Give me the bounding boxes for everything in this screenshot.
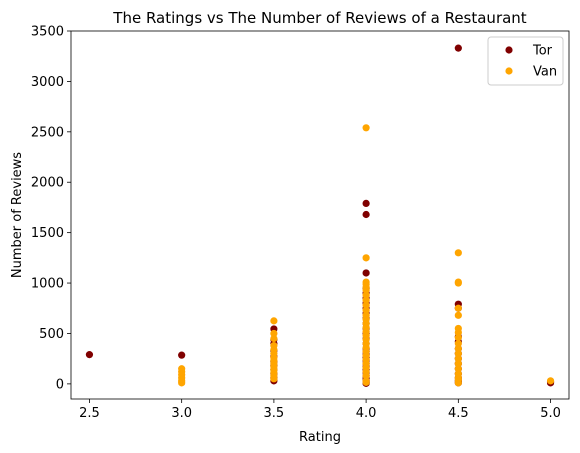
x-tick-label: 2.5 <box>79 406 100 421</box>
data-point-tor <box>178 351 186 359</box>
legend-label-tor: Tor <box>532 44 553 59</box>
y-tick-label: 1000 <box>31 277 64 292</box>
data-point-van <box>454 333 462 342</box>
data-point-van <box>454 311 462 319</box>
data-point-van <box>454 249 462 257</box>
data-point-van <box>362 306 370 314</box>
data-point-van <box>454 344 462 353</box>
data-point-van <box>454 328 462 337</box>
data-points <box>85 44 555 387</box>
data-point-van <box>454 279 462 287</box>
data-point-van <box>270 375 278 383</box>
x-axis-ticks: 2.5 3.0 3.5 4.0 4.5 5.0 <box>79 399 561 421</box>
data-point-tor <box>85 351 94 359</box>
y-tick-label: 3000 <box>31 75 64 90</box>
y-axis-label: Number of Reviews <box>10 152 25 278</box>
data-point-van <box>270 334 278 343</box>
data-point-tor <box>454 44 462 52</box>
chart-title: The Ratings vs The Number of Reviews of … <box>112 9 527 27</box>
data-point-van <box>362 254 370 262</box>
y-tick-label: 0 <box>56 377 64 392</box>
y-tick-label: 2000 <box>31 176 64 191</box>
legend-marker-tor <box>505 46 513 54</box>
data-point-van <box>454 374 462 382</box>
data-point-van <box>546 377 555 385</box>
x-axis-label: Rating <box>299 430 341 445</box>
series-van <box>178 124 555 387</box>
data-point-van <box>362 124 370 132</box>
x-tick-label: 4.0 <box>356 406 377 421</box>
data-point-van <box>454 379 462 387</box>
data-point-van <box>362 296 370 304</box>
plot-area <box>70 30 570 400</box>
legend-label-van: Van <box>533 65 557 80</box>
legend: Tor Van <box>487 36 564 86</box>
y-tick-label: 3500 <box>31 25 64 40</box>
data-point-van <box>270 317 278 325</box>
data-point-van <box>362 372 370 380</box>
data-point-van <box>454 355 462 363</box>
data-point-tor <box>362 269 370 277</box>
data-point-tor <box>362 210 370 219</box>
legend-marker-van <box>505 67 513 75</box>
data-point-van <box>454 365 462 373</box>
y-tick-label: 2500 <box>31 125 64 140</box>
y-axis-ticks: 0 500 1000 1500 2000 2500 3000 3500 <box>31 25 71 392</box>
data-point-van <box>454 350 462 358</box>
x-tick-label: 4.5 <box>448 406 469 421</box>
data-point-tor <box>362 199 370 208</box>
y-tick-label: 1500 <box>31 226 64 241</box>
data-point-van <box>362 286 370 294</box>
y-tick-label: 500 <box>39 327 64 342</box>
data-point-van <box>454 360 462 368</box>
x-tick-label: 3.0 <box>171 406 192 421</box>
x-tick-label: 3.5 <box>264 406 285 421</box>
x-tick-label: 5.0 <box>540 406 561 421</box>
data-point-van <box>362 291 370 299</box>
data-point-van <box>362 301 370 309</box>
data-point-van <box>178 379 186 387</box>
data-point-van <box>270 329 278 338</box>
data-point-van <box>454 304 462 312</box>
data-point-van <box>454 339 462 348</box>
data-point-van <box>362 378 370 386</box>
